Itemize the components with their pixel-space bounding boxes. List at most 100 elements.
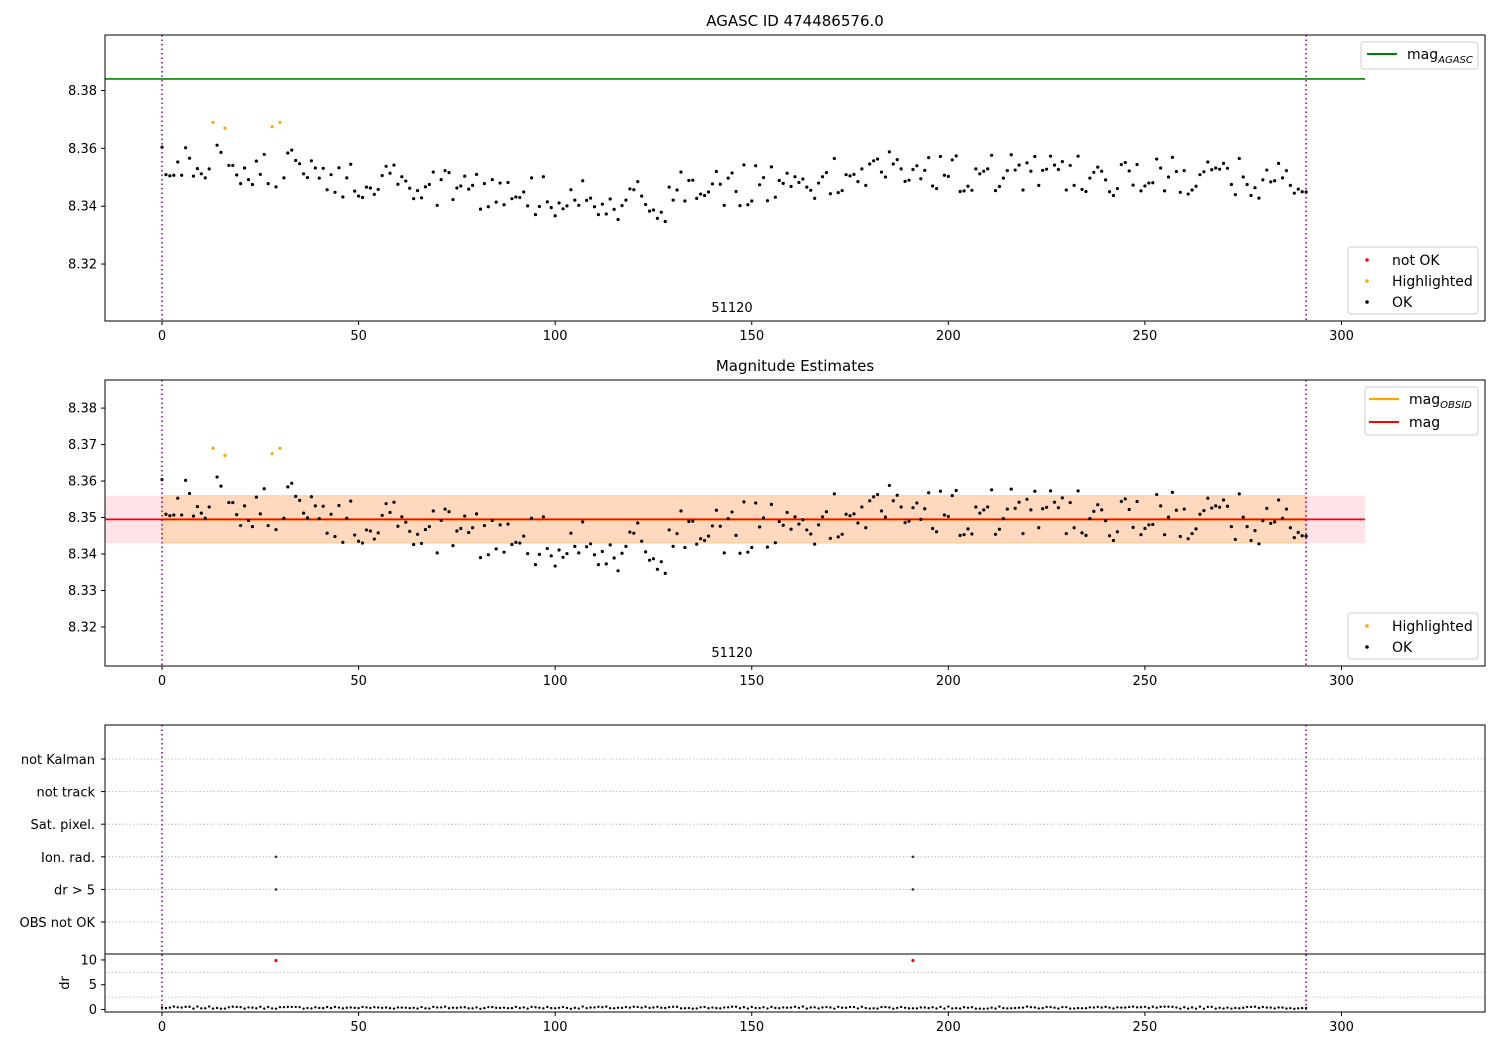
ok-point xyxy=(337,166,341,170)
dr-point xyxy=(1297,1007,1300,1010)
dr-point xyxy=(396,1006,400,1009)
dr-point xyxy=(1269,1006,1272,1009)
dr-point xyxy=(337,1006,341,1009)
dr-point xyxy=(1143,1005,1147,1008)
ok-point xyxy=(313,504,317,508)
dr-point xyxy=(1183,1005,1186,1009)
dr-point xyxy=(624,1005,628,1009)
ok-point xyxy=(718,182,722,186)
ok-point xyxy=(1111,538,1116,543)
x-tick-label: 100 xyxy=(543,1020,568,1035)
ok-point xyxy=(687,178,691,183)
dr-point xyxy=(774,1006,777,1010)
dr-point xyxy=(927,1006,930,1010)
ok-point xyxy=(616,217,620,222)
dr-point xyxy=(998,1005,1001,1008)
dr-point xyxy=(754,1006,757,1010)
dr-point xyxy=(837,1005,840,1008)
ok-point xyxy=(962,533,966,537)
legend-mag-label: mag xyxy=(1409,415,1440,431)
ok-point xyxy=(1186,192,1190,196)
dr-point xyxy=(1069,1007,1072,1010)
ok-point xyxy=(710,182,715,186)
ok-point xyxy=(596,562,601,567)
ok-point xyxy=(993,188,998,193)
dr-point xyxy=(1120,1006,1123,1009)
ok-point xyxy=(455,186,459,190)
ok-point xyxy=(1147,523,1151,527)
ok-point xyxy=(537,552,542,556)
ok-point xyxy=(545,200,549,204)
ok-point xyxy=(262,487,266,491)
dr-point xyxy=(640,1006,643,1009)
dr-point xyxy=(207,1005,211,1008)
dr-point xyxy=(852,1005,856,1009)
x-tick-label: 50 xyxy=(350,674,367,689)
ok-point xyxy=(695,196,699,200)
dr-point xyxy=(538,1006,541,1009)
ok-point xyxy=(1001,176,1005,180)
ok-point xyxy=(895,158,899,162)
dr-point xyxy=(1198,1005,1202,1008)
ok-point xyxy=(679,509,683,513)
dr-point xyxy=(1155,1006,1158,1009)
ok-point xyxy=(518,195,522,200)
y-tick-label: 8.38 xyxy=(68,84,97,99)
ok-point xyxy=(832,156,836,161)
ok-point xyxy=(490,177,494,182)
dr-point xyxy=(223,1007,227,1010)
ok-point xyxy=(758,525,762,529)
ok-point xyxy=(427,525,431,529)
ok-point xyxy=(710,524,715,528)
ok-point xyxy=(954,154,958,158)
dr-point xyxy=(176,1006,179,1009)
dr-point xyxy=(986,1007,989,1010)
ok-point xyxy=(903,179,907,183)
dr-point xyxy=(581,1005,584,1008)
dr-point xyxy=(805,1007,808,1010)
ok-point xyxy=(942,173,947,177)
dr-point xyxy=(200,1007,203,1010)
ok-point xyxy=(687,519,691,524)
ok-point xyxy=(427,182,431,187)
dr-point xyxy=(923,1006,926,1009)
dr-point xyxy=(404,1006,407,1009)
dr-point xyxy=(931,1006,934,1009)
dr-point xyxy=(1135,1006,1139,1009)
ok-point xyxy=(801,518,805,522)
ok-point xyxy=(1233,537,1237,542)
dr-point xyxy=(966,1006,970,1009)
ok-point xyxy=(478,207,483,211)
ok-point xyxy=(1233,193,1237,197)
ok-point xyxy=(997,527,1002,531)
ok-point xyxy=(1178,190,1182,194)
ok-point xyxy=(887,483,891,488)
ok-point xyxy=(1005,507,1009,511)
ok-point xyxy=(451,197,455,202)
dr-point xyxy=(196,1005,199,1008)
dr-point xyxy=(1238,1007,1241,1010)
ok-point xyxy=(494,200,498,204)
ok-point xyxy=(1088,517,1092,521)
dr-point xyxy=(947,1005,950,1008)
dr-point xyxy=(707,1007,710,1010)
ok-point xyxy=(950,494,954,498)
ok-point xyxy=(1178,534,1182,539)
dr-point xyxy=(1230,1007,1233,1010)
ok-point xyxy=(1186,537,1190,541)
ok-point xyxy=(726,517,730,521)
ok-point xyxy=(805,185,809,189)
dr-point xyxy=(498,1006,502,1010)
category-label: Ion. rad. xyxy=(41,851,95,866)
dr-point xyxy=(1226,1006,1229,1009)
ok-point xyxy=(742,500,746,504)
ok-point xyxy=(773,541,777,545)
panel1-annotation: 51120 xyxy=(711,301,752,316)
ok-point xyxy=(832,492,836,496)
dr-point xyxy=(420,1005,423,1009)
ok-point xyxy=(879,170,884,174)
dr-point xyxy=(1202,1007,1206,1010)
dr-point xyxy=(782,1006,785,1009)
ok-point xyxy=(392,163,396,167)
ok-point xyxy=(604,212,608,216)
